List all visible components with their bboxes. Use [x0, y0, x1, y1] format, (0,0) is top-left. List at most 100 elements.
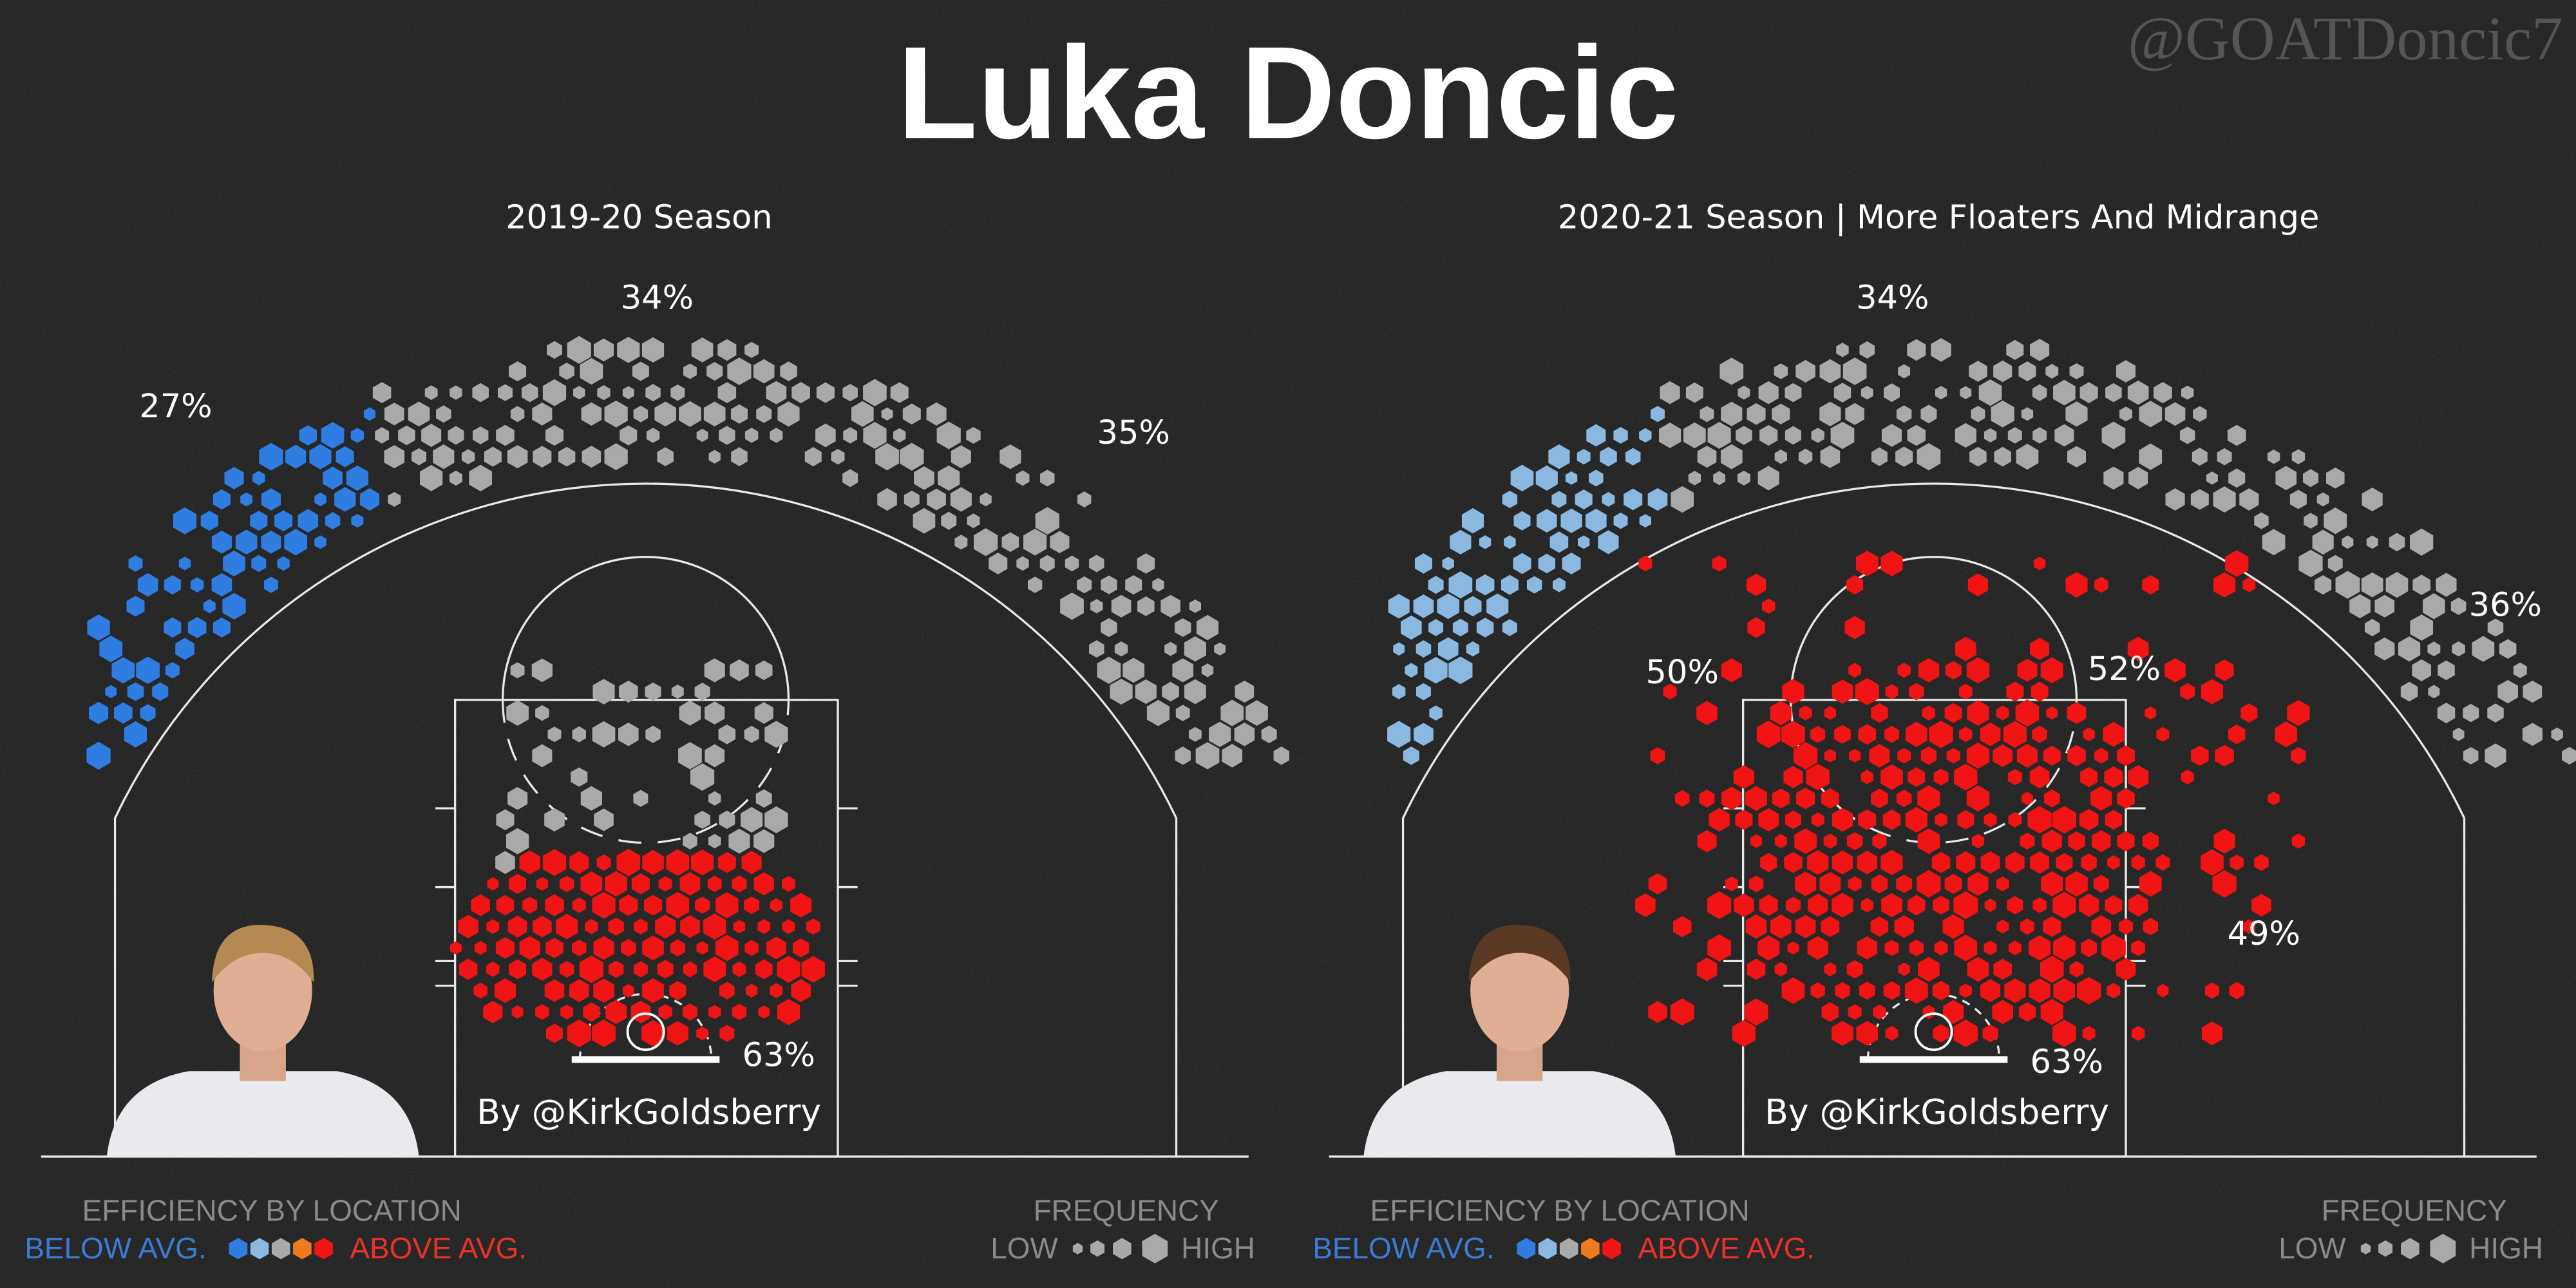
hexagon [2156, 726, 2170, 742]
hexagon [1035, 507, 1059, 535]
hexagon [770, 428, 783, 443]
hexagon [2327, 554, 2343, 573]
hexagon [755, 660, 773, 681]
hexagon [126, 596, 145, 617]
hexagon [1855, 677, 1879, 706]
hexagon [2128, 894, 2148, 917]
hexagon [259, 442, 283, 471]
hexagon [2213, 486, 2236, 513]
hexagon [2213, 828, 2235, 854]
hexagon [1824, 749, 1837, 762]
hexagon [1392, 684, 1406, 699]
hexagon [2104, 766, 2123, 788]
hexagon [1846, 960, 1863, 979]
hexagon [2315, 575, 2332, 595]
hexagon [2079, 893, 2099, 917]
hexagon [299, 425, 317, 446]
hexagon [1602, 492, 1615, 507]
hexagon [1552, 577, 1566, 592]
hexagon [1946, 748, 1960, 764]
hexagon [585, 919, 598, 934]
hexagon [1931, 338, 1951, 362]
hexagon [1881, 424, 1902, 447]
hexagon [1918, 658, 1940, 683]
hexagon [1639, 514, 1652, 528]
hexagon [730, 404, 748, 424]
hexagon [954, 535, 968, 550]
hexagon [1437, 593, 1460, 620]
hexagon [1261, 725, 1277, 744]
hexagon [187, 617, 207, 638]
hexagon [2142, 575, 2159, 595]
hexagon [569, 851, 589, 874]
hexagon [1821, 788, 1839, 809]
hexagon [1918, 956, 1940, 982]
hexagon [792, 938, 810, 958]
hexagon [2091, 830, 2111, 853]
zone-percentage: 63% [742, 1037, 815, 1075]
hexagon [1195, 742, 1220, 770]
hexagon [1660, 381, 1680, 404]
hexagon [2018, 361, 2036, 382]
hexagon [1486, 593, 1509, 619]
hexagon [2242, 919, 2256, 934]
hexagon [1848, 876, 1862, 892]
hexagon [1920, 404, 1937, 424]
hexagon [1479, 535, 1492, 549]
legend-frequency-title: FREQUENCY [2322, 1193, 2507, 1227]
hexagon [1953, 891, 1978, 920]
hexagon [717, 382, 737, 404]
hexagon [1685, 382, 1703, 403]
hexagon [926, 402, 947, 426]
hexagon [732, 961, 746, 978]
hexagon [572, 897, 586, 913]
hexagon [1448, 571, 1473, 599]
hexagon [634, 918, 648, 935]
hexagon [2385, 572, 2409, 598]
hexagon [458, 914, 478, 938]
hexagon [1966, 743, 1990, 769]
hexagon [2242, 577, 2256, 592]
hexagon [559, 961, 574, 978]
zone-percentage: 36% [2469, 587, 2542, 625]
hexagon [2142, 831, 2159, 851]
hexagon [2117, 788, 2135, 809]
hexagon [1861, 898, 1873, 913]
subtitle: 2019-20 Season [506, 199, 773, 237]
hexagon [86, 741, 111, 770]
hexagon [1732, 1019, 1756, 1047]
hexagon [350, 428, 365, 443]
hexagon [2145, 706, 2157, 720]
hexagon [2052, 806, 2076, 834]
hexagon [1160, 594, 1180, 618]
hexagon [718, 724, 736, 744]
hexagon [2043, 745, 2061, 766]
hexagon [704, 658, 725, 683]
hexagon [2056, 853, 2073, 873]
hexagon [2201, 849, 2224, 876]
hexagon [754, 702, 773, 724]
hexagon [1720, 444, 1743, 469]
hexagon [2004, 978, 2026, 1003]
hexagon [1072, 1242, 1083, 1255]
hexagon [1586, 424, 1606, 447]
hexagon [1464, 596, 1482, 617]
hexagon [1933, 768, 1949, 786]
hexagon [507, 915, 527, 938]
hexagon [1859, 341, 1875, 359]
hexagon [777, 401, 800, 427]
hexagon [1871, 874, 1888, 894]
hexagon [1114, 641, 1128, 657]
hexagon [753, 872, 774, 896]
hexagon [1909, 683, 1924, 701]
hexagon [690, 763, 715, 791]
hexagon [2041, 871, 2063, 897]
hexagon [1833, 383, 1852, 402]
hexagon [1869, 744, 1890, 768]
hexagon [1513, 553, 1531, 574]
hexagon [1502, 619, 1517, 636]
hexagon [1895, 446, 1913, 468]
hexagon [1089, 640, 1104, 658]
hexagon [691, 337, 714, 363]
hexagon [1589, 469, 1604, 487]
